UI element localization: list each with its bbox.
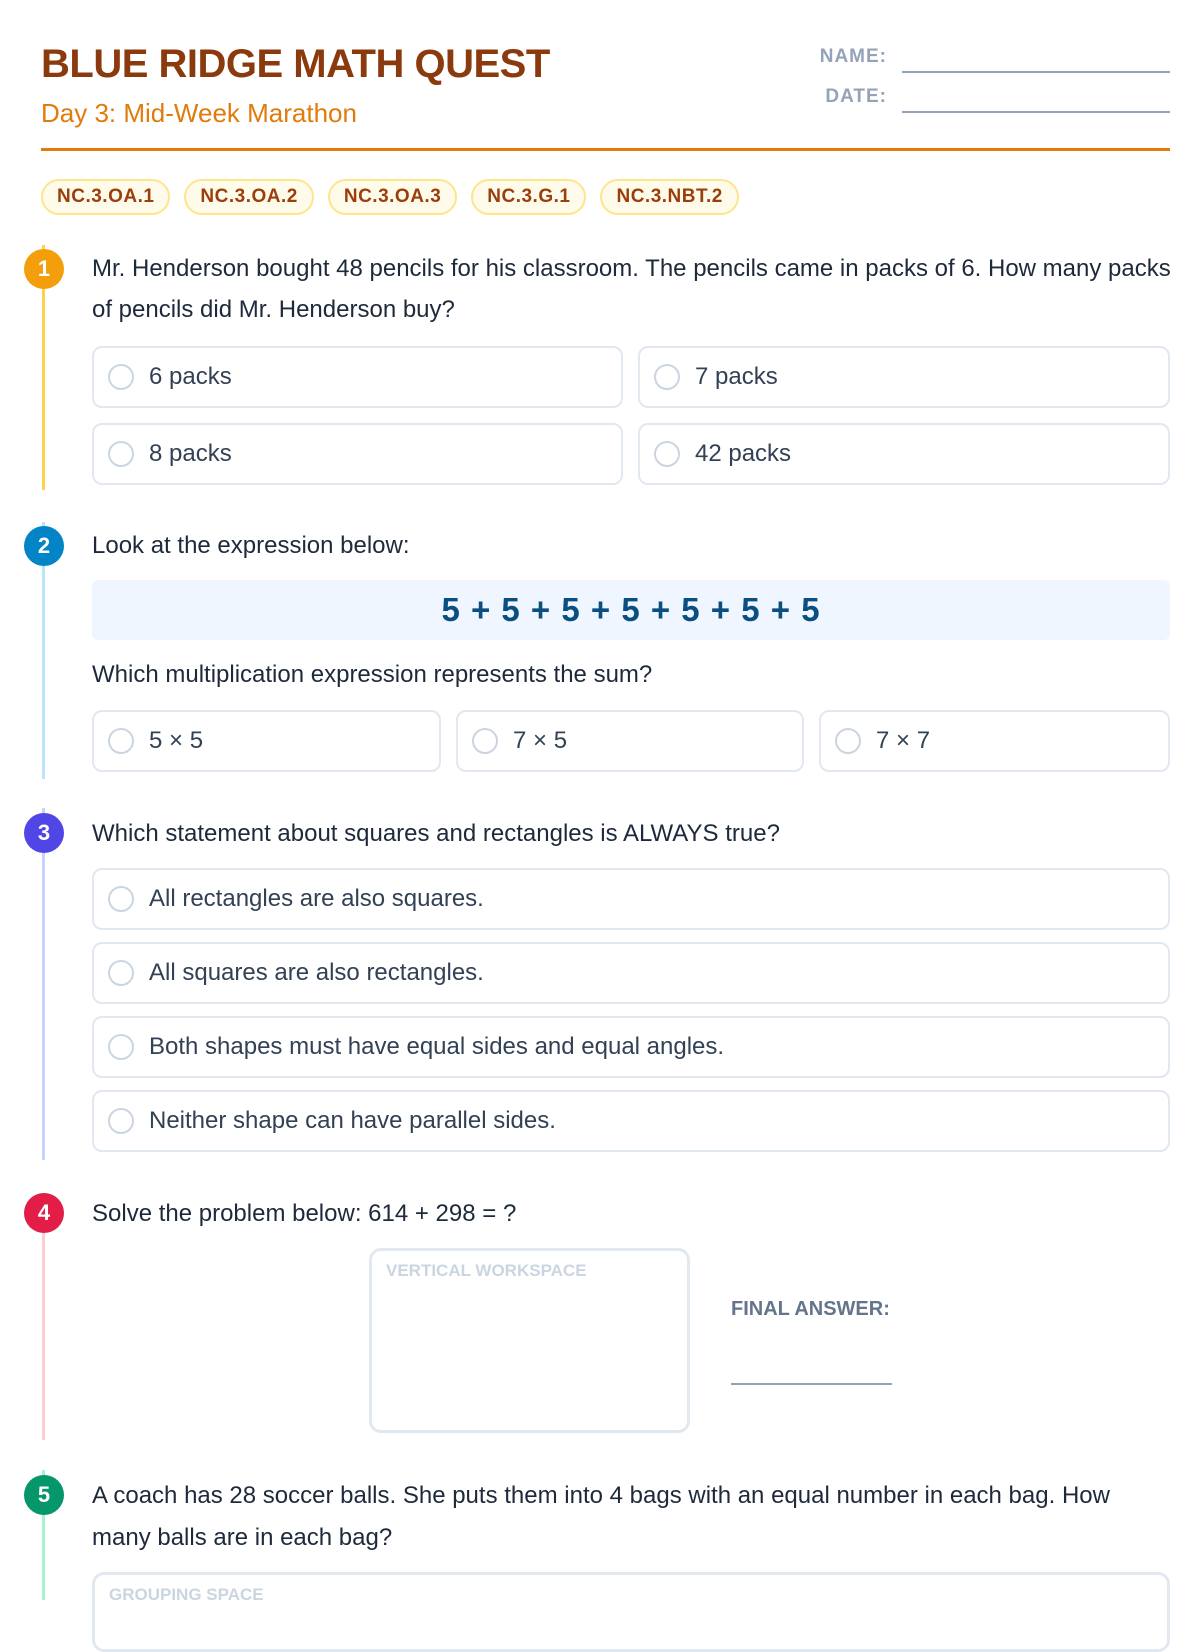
radio-button[interactable] xyxy=(108,364,134,390)
question-1-text: Mr. Henderson bought 48 pencils for his … xyxy=(92,255,1171,323)
final-answer-label: FINAL ANSWER: xyxy=(731,1298,890,1320)
question-2-followup: Which multiplication expression represen… xyxy=(92,661,653,688)
q2-option-c[interactable]: 7 × 7 xyxy=(819,710,1170,772)
date-label: DATE: xyxy=(825,86,887,107)
q2-option-b[interactable]: 7 × 5 xyxy=(456,710,804,772)
radio-button[interactable] xyxy=(108,1034,134,1060)
option-label: All rectangles are also squares. xyxy=(149,885,484,912)
radio-button[interactable] xyxy=(108,728,134,754)
option-label: 7 × 7 xyxy=(876,727,931,754)
option-label: 8 packs xyxy=(149,440,232,467)
radio-button[interactable] xyxy=(108,1108,134,1134)
workspace-label: VERTICAL WORKSPACE xyxy=(386,1261,587,1280)
radio-button[interactable] xyxy=(108,960,134,986)
date-field[interactable] xyxy=(902,111,1170,113)
question-5-text: A coach has 28 soccer balls. She puts th… xyxy=(92,1482,1110,1551)
option-label: 5 × 5 xyxy=(149,727,204,754)
option-label: 42 packs xyxy=(695,440,792,467)
standard-tag: NC.3.G.1 xyxy=(471,179,587,215)
worksheet-title: BLUE RIDGE MATH QUEST xyxy=(41,42,550,86)
option-label: Both shapes must have equal sides and eq… xyxy=(149,1033,725,1060)
q1-option-a[interactable]: 6 packs xyxy=(92,346,623,408)
radio-button[interactable] xyxy=(108,886,134,912)
standard-tag: NC.3.OA.1 xyxy=(41,179,171,215)
question-5-badge: 5 xyxy=(24,1475,64,1515)
q1-option-c[interactable]: 8 packs xyxy=(92,423,623,485)
q3-option-b[interactable]: All squares are also rectangles. xyxy=(92,942,1170,1004)
question-1-timeline xyxy=(42,245,45,490)
question-4-text: Solve the problem below: 614 + 298 = ? xyxy=(92,1200,517,1227)
q1-option-b[interactable]: 7 packs xyxy=(638,346,1170,408)
question-3-badge: 3 xyxy=(24,813,64,853)
q3-option-c[interactable]: Both shapes must have equal sides and eq… xyxy=(92,1016,1170,1078)
final-answer-field[interactable] xyxy=(731,1383,892,1385)
name-label: NAME: xyxy=(819,46,887,67)
question-3-timeline xyxy=(42,808,45,1160)
question-4-timeline xyxy=(42,1200,45,1440)
radio-button[interactable] xyxy=(835,728,861,754)
workspace-label: GROUPING SPACE xyxy=(109,1585,264,1604)
standard-tag: NC.3.OA.3 xyxy=(327,179,458,215)
worksheet-subtitle: Day 3: Mid-Week Marathon xyxy=(41,98,357,128)
q1-option-d[interactable]: 42 packs xyxy=(638,423,1170,485)
name-field[interactable] xyxy=(902,71,1170,73)
header-divider xyxy=(41,148,1170,151)
grouping-workspace[interactable]: GROUPING SPACE xyxy=(92,1572,1170,1652)
option-label: Neither shape can have parallel sides. xyxy=(149,1107,556,1134)
radio-button[interactable] xyxy=(108,441,134,467)
radio-button[interactable] xyxy=(654,441,680,467)
question-4-badge: 4 xyxy=(24,1193,64,1233)
q2-option-a[interactable]: 5 × 5 xyxy=(92,710,441,772)
q3-option-a[interactable]: All rectangles are also squares. xyxy=(92,868,1170,930)
question-5-timeline xyxy=(42,1470,45,1600)
question-3-text: Which statement about squares and rectan… xyxy=(92,820,780,847)
radio-button[interactable] xyxy=(472,728,498,754)
option-label: 7 packs xyxy=(695,363,778,390)
expression-box: 5 + 5 + 5 + 5 + 5 + 5 + 5 xyxy=(92,580,1170,640)
option-label: 6 packs xyxy=(149,363,232,390)
standard-tag: NC.3.NBT.2 xyxy=(600,179,739,215)
option-label: All squares are also rectangles. xyxy=(149,959,484,986)
question-2-badge: 2 xyxy=(24,526,64,566)
standards-tags: NC.3.OA.1 NC.3.OA.2 NC.3.OA.3 NC.3.G.1 N… xyxy=(41,179,739,215)
radio-button[interactable] xyxy=(654,364,680,390)
option-label: 7 × 5 xyxy=(513,727,568,754)
standard-tag: NC.3.OA.2 xyxy=(184,179,314,215)
q3-option-d[interactable]: Neither shape can have parallel sides. xyxy=(92,1090,1170,1152)
question-2-timeline xyxy=(42,522,45,779)
question-1-badge: 1 xyxy=(24,249,64,289)
question-2-text: Look at the expression below: xyxy=(92,532,410,559)
vertical-workspace[interactable]: VERTICAL WORKSPACE xyxy=(369,1248,690,1433)
